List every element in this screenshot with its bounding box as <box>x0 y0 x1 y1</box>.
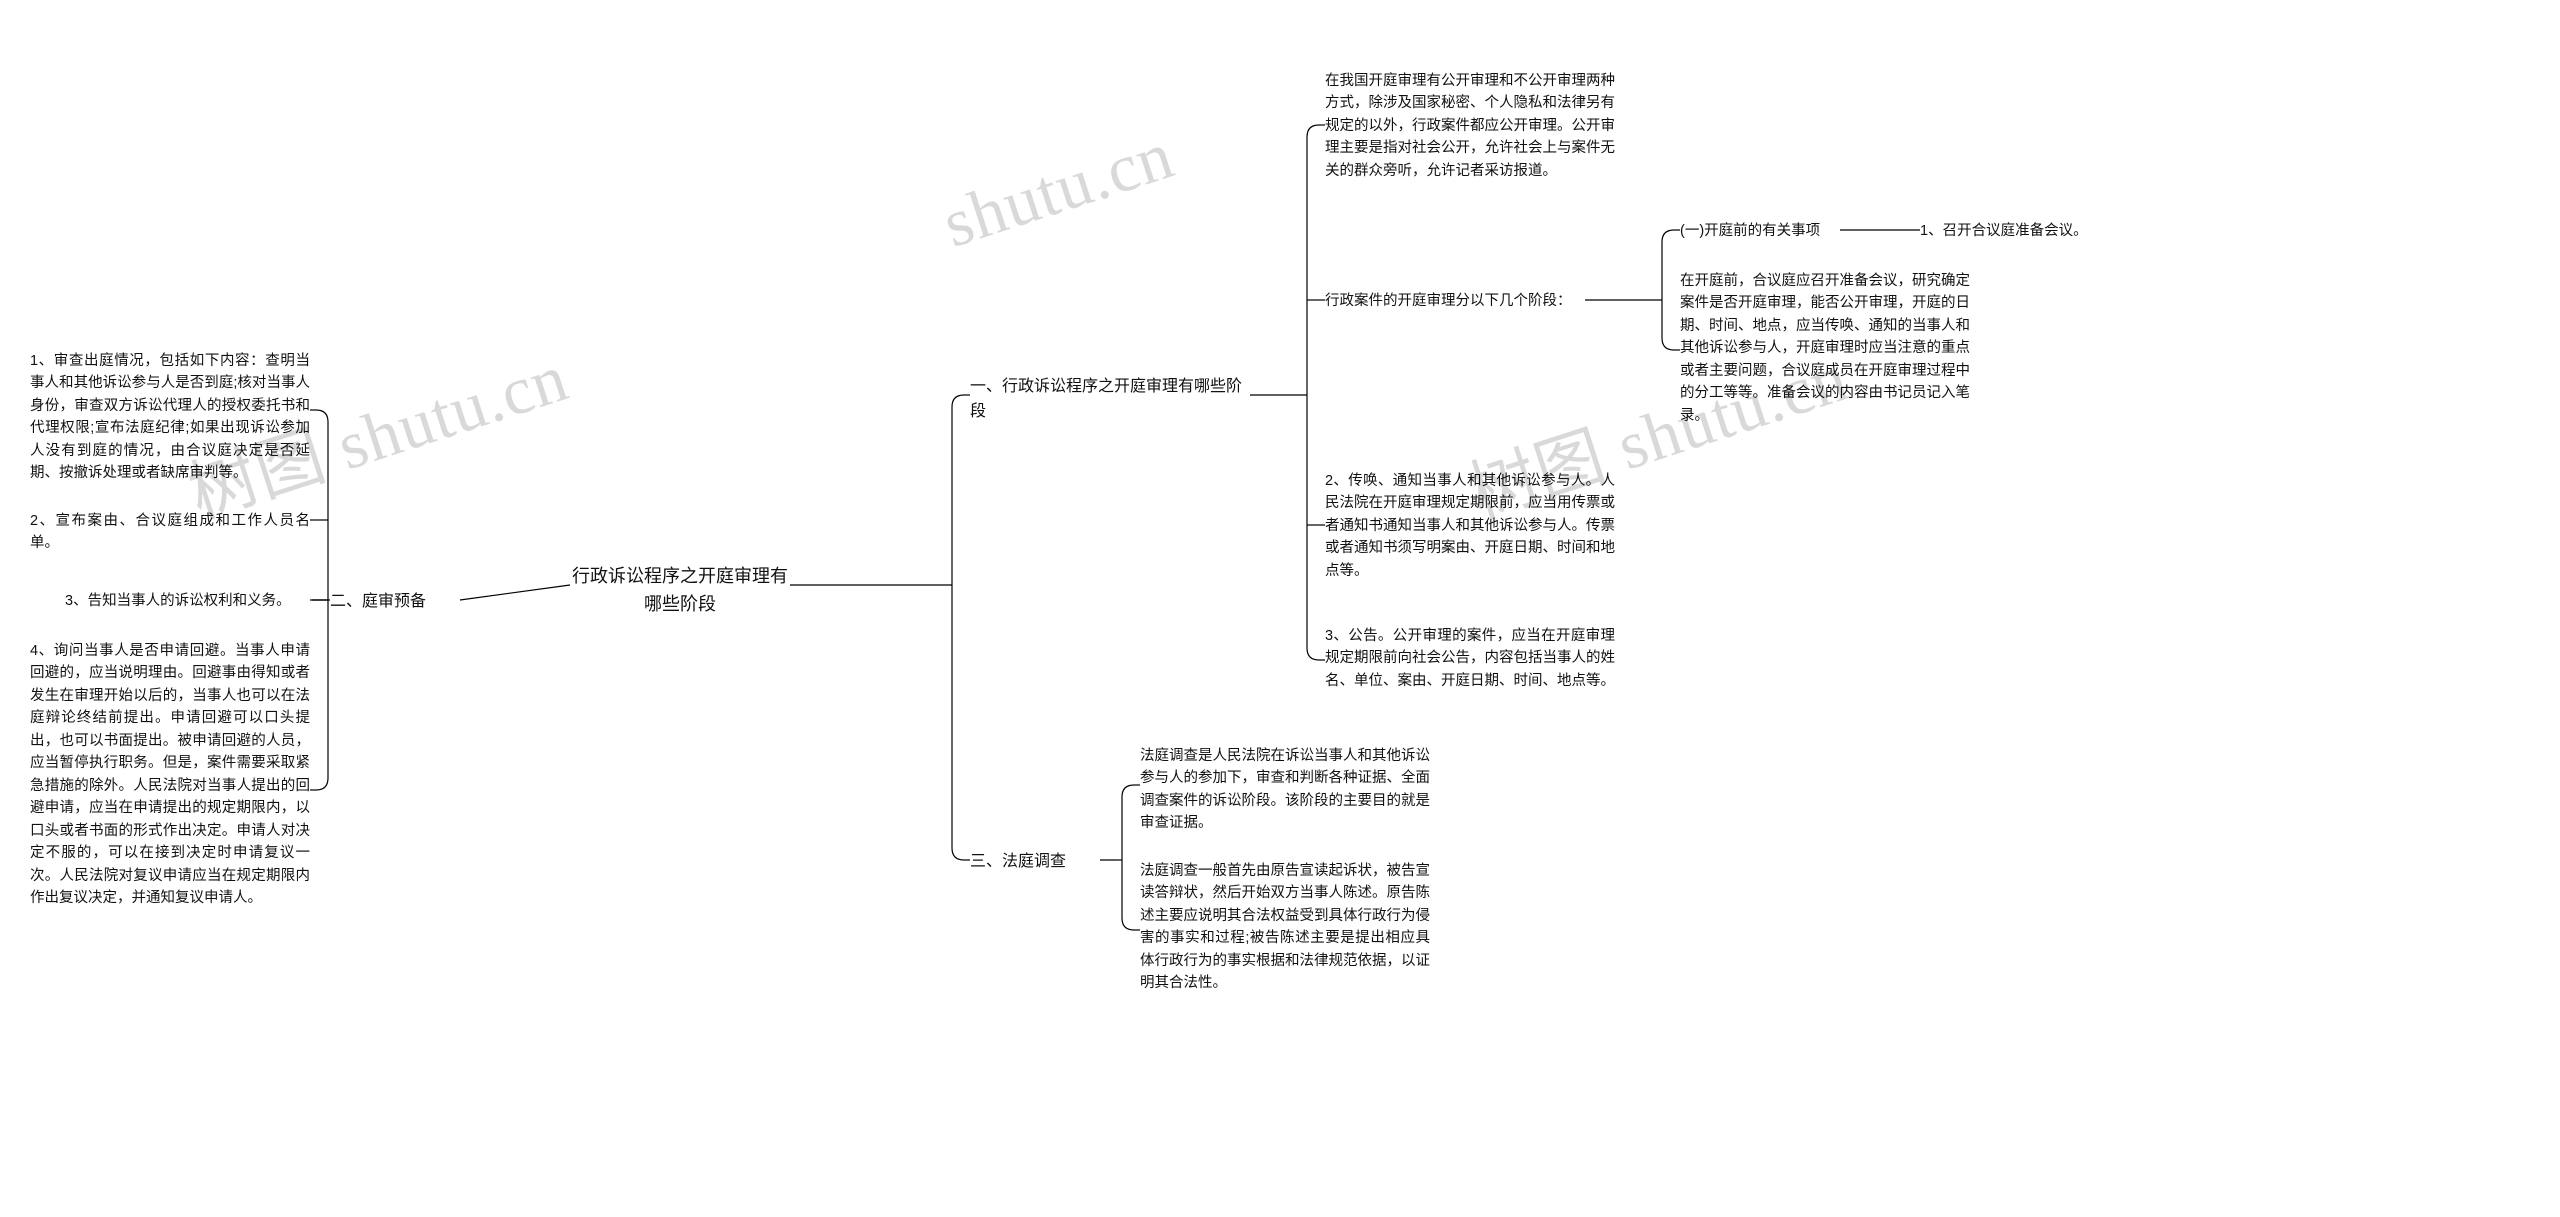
leaf-b3-2: 法庭调查一般首先由原告宣读起诉状，被告宣读答辩状，然后开始双方当事人陈述。原告陈… <box>1140 860 1430 995</box>
leaf-b1-2-b: 在开庭前，合议庭应召开准备会议，研究确定案件是否开庭审理，能否公开审理，开庭的日… <box>1680 270 1970 427</box>
leaf-b1-4: 3、公告。公开审理的案件，应当在开庭审理规定期限前向社会公告，内容包括当事人的姓… <box>1325 625 1615 692</box>
leaf-b1-1: 在我国开庭审理有公开审理和不公开审理两种方式，除涉及国家秘密、个人隐私和法律另有… <box>1325 70 1615 182</box>
root-node: 行政诉讼程序之开庭审理有哪些阶段 <box>570 563 790 619</box>
leaf-b3-1: 法庭调查是人民法院在诉讼当事人和其他诉讼参与人的参加下，审查和判断各种证据、全面… <box>1140 745 1430 835</box>
leaf-b2-1: 1、审查出庭情况，包括如下内容：查明当事人和其他诉讼参与人是否到庭;核对当事人身… <box>30 350 310 485</box>
watermark: shutu.cn <box>934 115 1183 263</box>
leaf-b1-2-a-1: 1、召开合议庭准备会议。 <box>1920 220 2100 242</box>
leaf-b1-3: 2、传唤、通知当事人和其他诉讼参与人。人民法院在开庭审理规定期限前，应当用传票或… <box>1325 470 1615 582</box>
leaf-b1-2-a: (一)开庭前的有关事项 <box>1680 220 1840 242</box>
branch-b2: 二、庭审预备 <box>330 590 460 615</box>
branch-b1: 一、行政诉讼程序之开庭审理有哪些阶段 <box>970 375 1250 425</box>
mindmap-canvas: 树图 shutu.cn shutu.cn 树图 shutu.cn 行政诉讼程序之… <box>0 0 2560 1217</box>
branch-b3: 三、法庭调查 <box>970 850 1100 875</box>
leaf-b2-2: 2、宣布案由、合议庭组成和工作人员名单。 <box>30 510 310 555</box>
leaf-b1-2: 行政案件的开庭审理分以下几个阶段： <box>1325 290 1585 312</box>
leaf-b2-3: 3、告知当事人的诉讼权利和义务。 <box>65 590 310 612</box>
leaf-b2-4: 4、询问当事人是否申请回避。当事人申请回避的，应当说明理由。回避事由得知或者发生… <box>30 640 310 910</box>
